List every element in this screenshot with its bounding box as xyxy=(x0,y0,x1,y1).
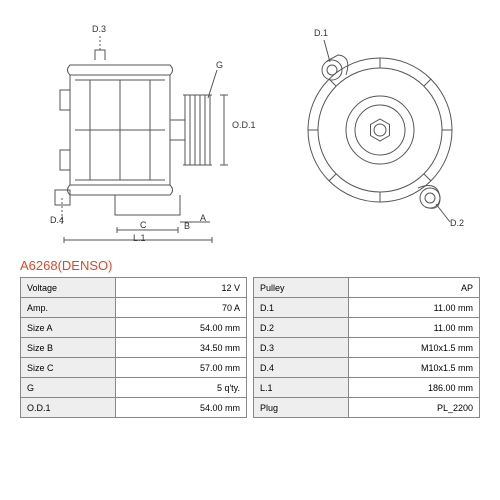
front-view-diagram: D.1 D.2 xyxy=(280,20,480,250)
table-row: Size B34.50 mm xyxy=(21,338,247,358)
table-row: PulleyAP xyxy=(254,278,480,298)
table-row: D.111.00 mm xyxy=(254,298,480,318)
spec-tables: Voltage12 V Amp.70 A Size A54.00 mm Size… xyxy=(20,277,480,418)
label-c: C xyxy=(140,220,147,230)
label-l1: L.1 xyxy=(133,233,146,243)
table-row: Voltage12 V xyxy=(21,278,247,298)
spec-table-left: Voltage12 V Amp.70 A Size A54.00 mm Size… xyxy=(20,277,247,418)
table-row: PlugPL_2200 xyxy=(254,398,480,418)
spec-table-right: PulleyAP D.111.00 mm D.211.00 mm D.3M10x… xyxy=(253,277,480,418)
label-od1: O.D.1 xyxy=(232,120,256,130)
table-row: D.4M10x1.5 mm xyxy=(254,358,480,378)
table-row: D.3M10x1.5 mm xyxy=(254,338,480,358)
label-a: A xyxy=(200,213,206,223)
label-d1: D.1 xyxy=(314,28,328,38)
label-d3: D.3 xyxy=(92,24,106,34)
table-row: O.D.154.00 mm xyxy=(21,398,247,418)
side-view-diagram: D.3 G O.D.1 D.4 A B C L.1 xyxy=(20,20,280,250)
table-row: L.1186.00 mm xyxy=(254,378,480,398)
table-row: G5 q'ty. xyxy=(21,378,247,398)
table-row: Size C57.00 mm xyxy=(21,358,247,378)
table-row: Amp.70 A xyxy=(21,298,247,318)
label-g: G xyxy=(216,60,223,70)
table-row: D.211.00 mm xyxy=(254,318,480,338)
label-d4: D.4 xyxy=(50,215,64,225)
label-d2: D.2 xyxy=(450,218,464,228)
diagram-area: D.3 G O.D.1 D.4 A B C L.1 xyxy=(20,20,480,250)
label-b: B xyxy=(184,221,190,231)
table-row: Size A54.00 mm xyxy=(21,318,247,338)
part-number-title: A6268(DENSO) xyxy=(20,258,480,273)
